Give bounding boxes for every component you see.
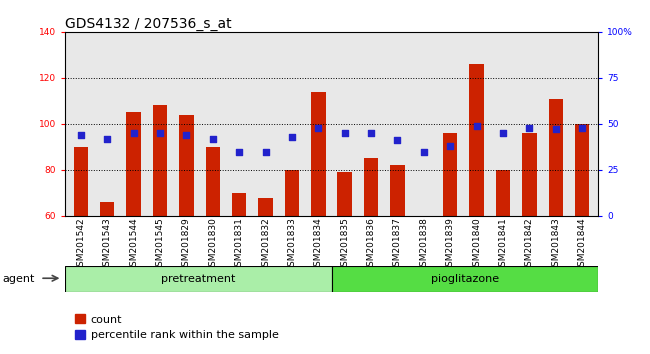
Bar [522,133,537,216]
Point [75,132,86,138]
Bar [443,133,458,216]
Point [155,130,165,136]
Bar [65,266,332,292]
Point [498,130,508,136]
Point [261,149,271,154]
Point [234,149,244,154]
Point [129,130,139,136]
Point [419,149,429,154]
Bar [100,202,114,216]
Bar [126,113,141,216]
Text: pioglitazone: pioglitazone [431,274,499,284]
Bar [496,170,510,216]
Point [524,125,534,130]
Bar [205,147,220,216]
Text: agent: agent [2,274,34,284]
Point [366,130,376,136]
Point [471,123,482,129]
Point [181,132,192,138]
Text: pretreatment: pretreatment [161,274,235,284]
Bar [179,115,194,216]
Point [102,136,112,142]
Bar [311,92,326,216]
Bar [575,124,590,216]
Point [445,143,456,149]
Point [551,127,561,132]
Point [392,138,402,143]
Text: GDS4132 / 207536_s_at: GDS4132 / 207536_s_at [65,17,231,31]
Legend: count, percentile rank within the sample: count, percentile rank within the sample [71,310,283,345]
Bar [332,266,598,292]
Bar [153,105,167,216]
Point [313,125,324,130]
Bar [549,99,563,216]
Point [339,130,350,136]
Bar [364,159,378,216]
Bar [73,147,88,216]
Point [207,136,218,142]
Point [577,125,588,130]
Point [287,134,297,139]
Bar [390,165,405,216]
Bar [232,193,246,216]
Bar [469,64,484,216]
Bar [258,198,273,216]
Bar [337,172,352,216]
Bar [285,170,299,216]
